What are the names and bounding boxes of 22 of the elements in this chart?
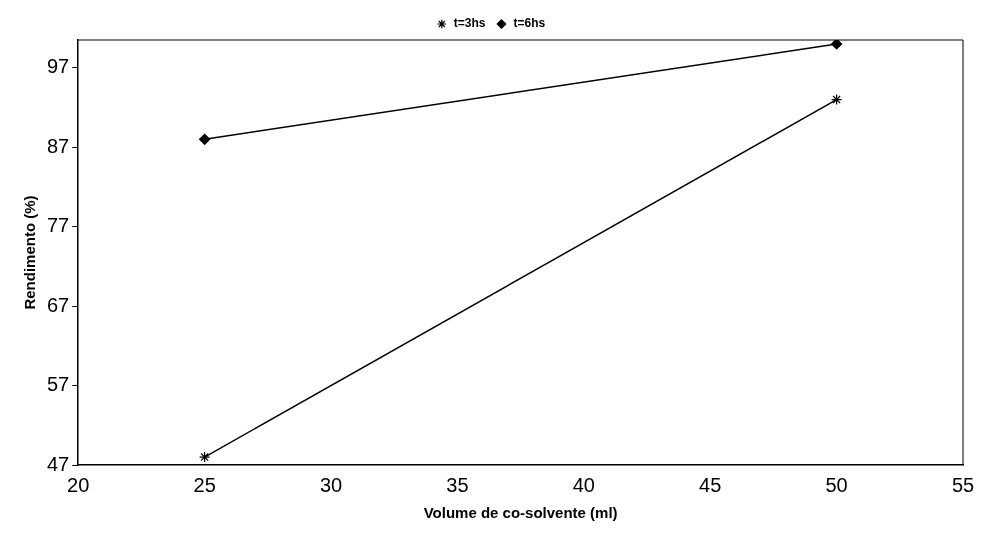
x-tick-label: 45 <box>699 473 722 496</box>
x-tick-label: 50 <box>825 473 848 496</box>
y-tick-label: 87 <box>47 134 70 157</box>
y-tick-label: 67 <box>47 293 70 316</box>
legend-label: t=6hs <box>513 16 546 31</box>
y-tick-label: 47 <box>47 452 70 475</box>
y-tick-label: 77 <box>47 214 70 237</box>
point <box>831 40 843 50</box>
point <box>831 93 843 106</box>
point <box>199 133 211 145</box>
x-tick-label: 40 <box>572 473 595 496</box>
y-tick-label: 97 <box>47 55 70 78</box>
point <box>199 451 211 463</box>
x-tick-label: 55 <box>951 473 975 496</box>
y-axis-title: Rendimento (%) <box>21 195 39 310</box>
legend-label: t=3hs <box>453 16 486 31</box>
x-tick-label: 30 <box>319 473 343 496</box>
x-axis-title: Volume de co-solvente (ml) <box>423 504 618 522</box>
y-tick-label: 57 <box>47 373 70 396</box>
x-tick-label: 25 <box>193 473 216 496</box>
x-tick-label: 35 <box>446 473 469 496</box>
x-tick-label: 20 <box>67 473 90 496</box>
